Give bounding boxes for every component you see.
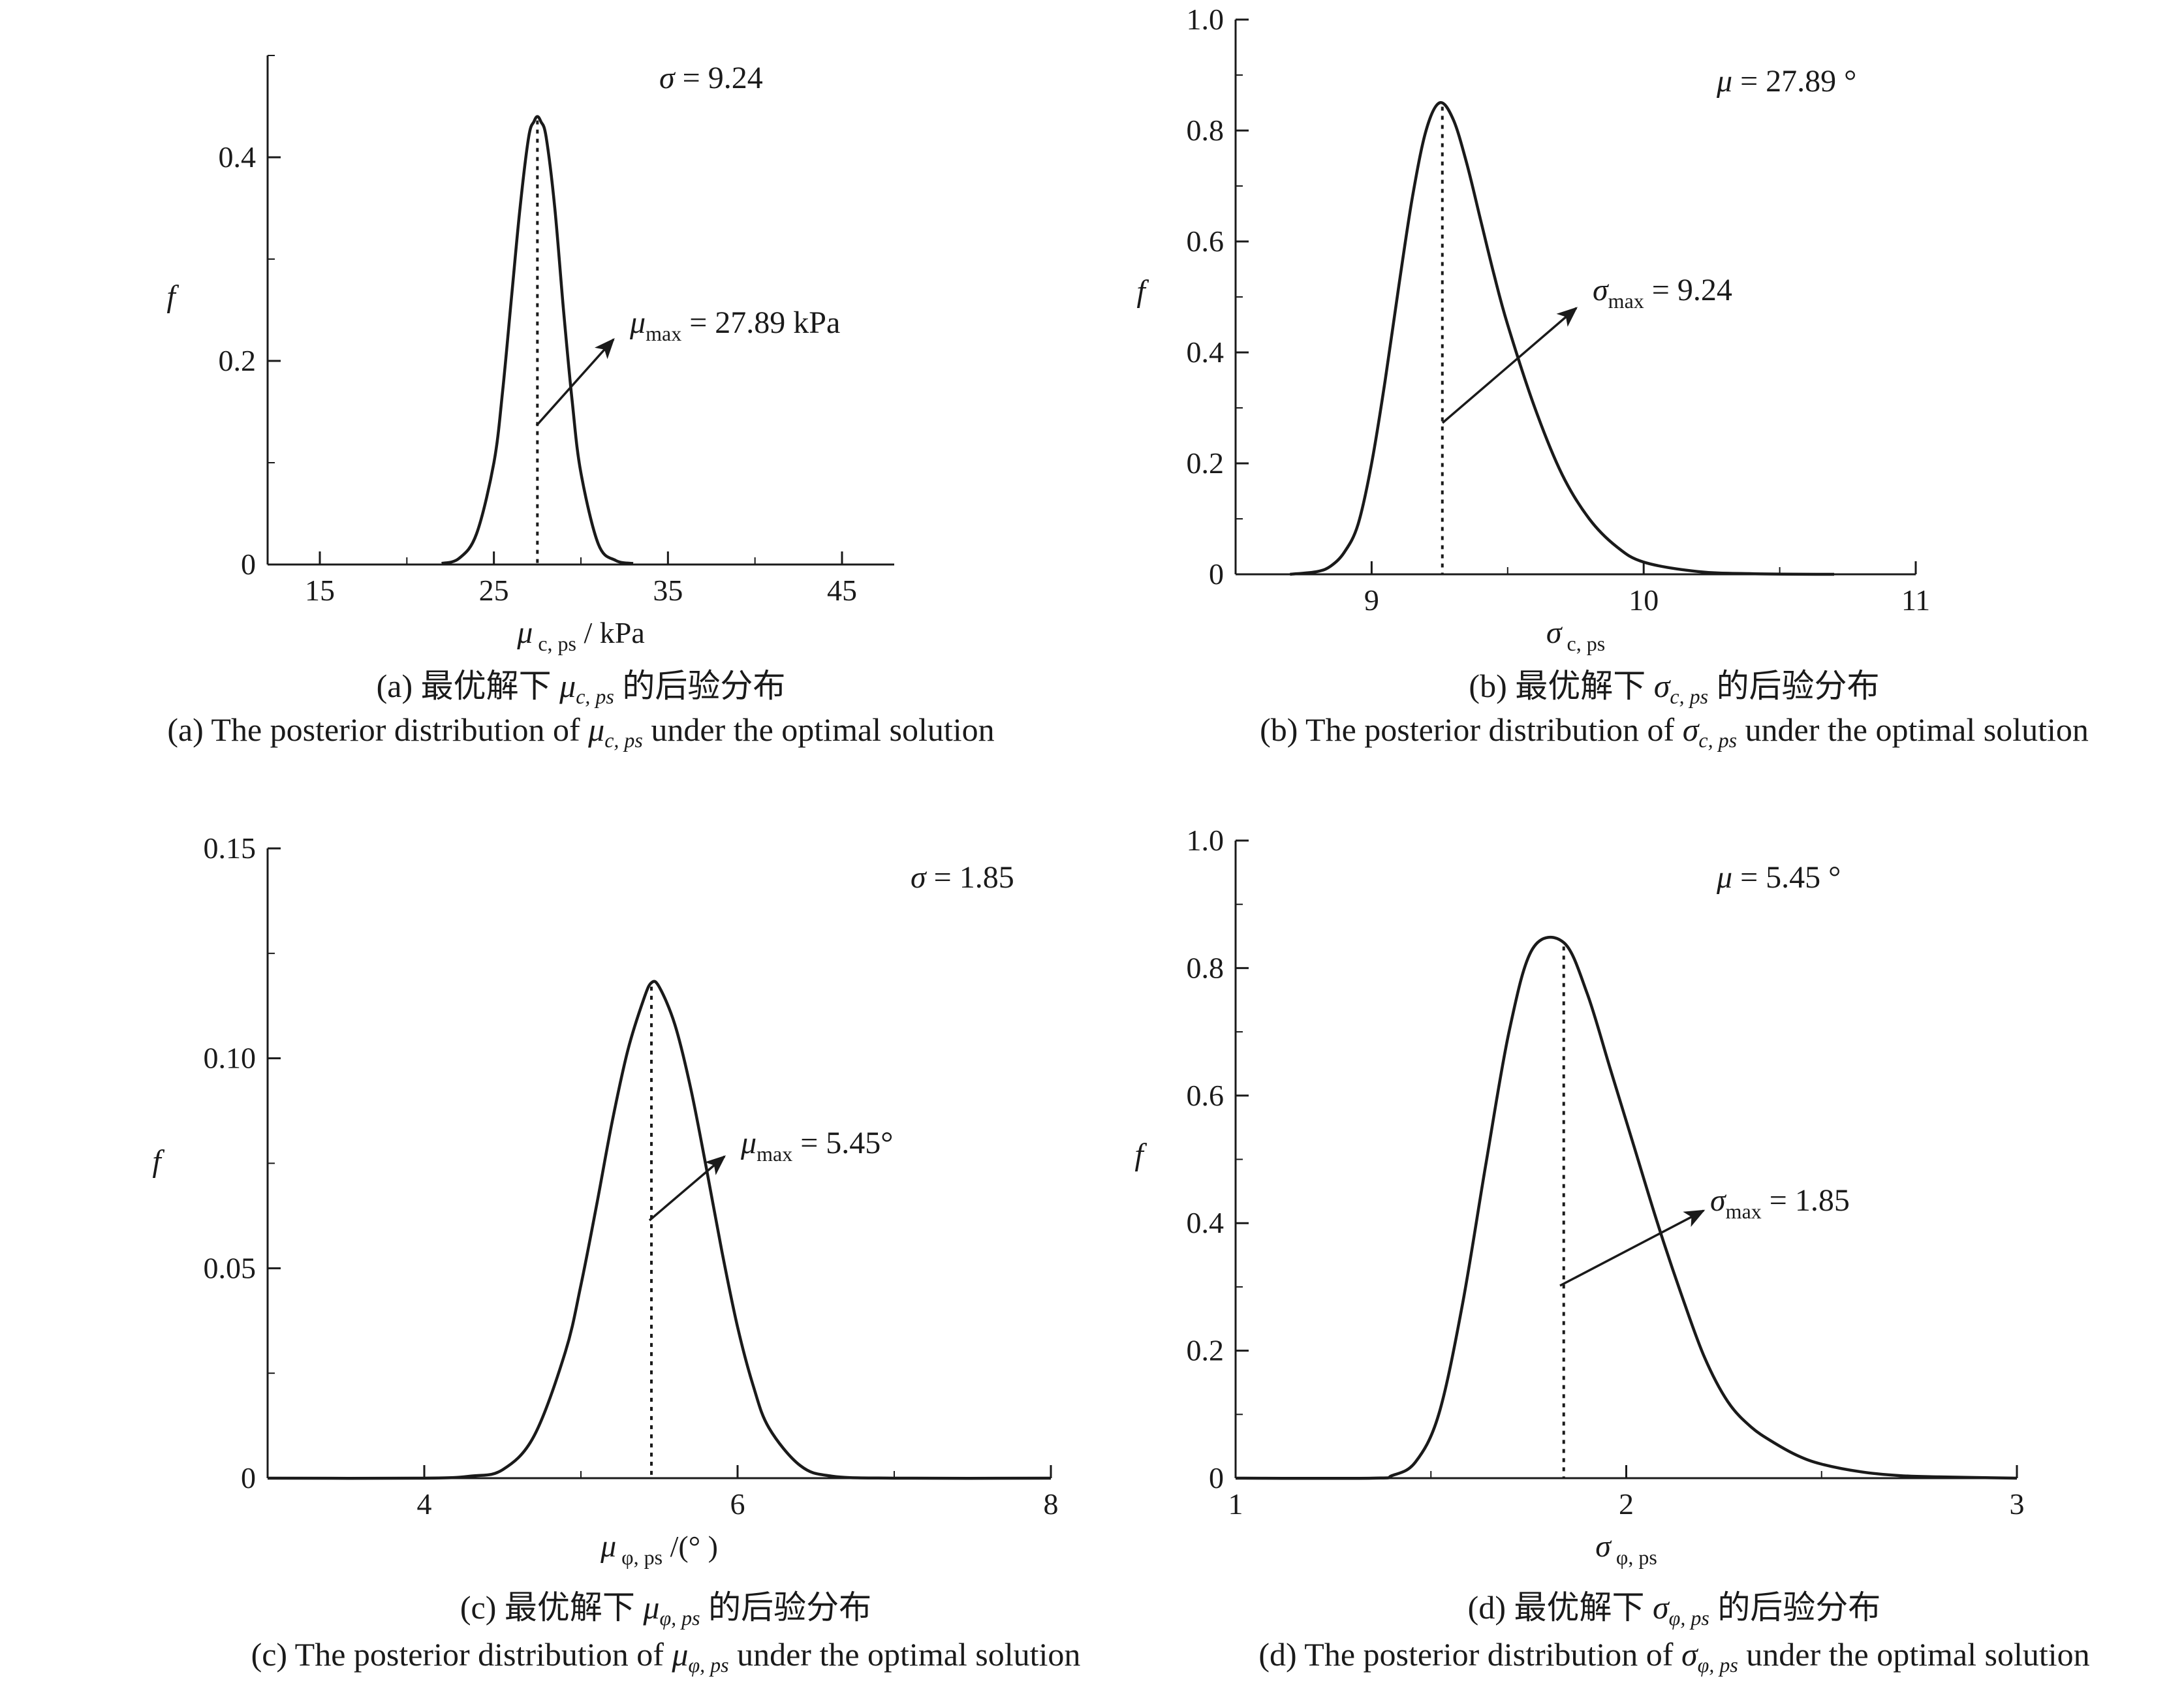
series-line <box>1235 935 2018 1480</box>
series-line <box>267 980 1052 1480</box>
series-line <box>441 115 634 565</box>
y-axis-label: f <box>1136 274 1149 309</box>
y-tick-label: 1.0 <box>1187 3 1225 36</box>
x-axis-label: μ φ, ps /(° ) <box>600 1529 718 1569</box>
x-axis-label: σ c, ps <box>1546 615 1605 655</box>
caption-en: (c) The posterior distribution of μφ, ps… <box>251 1636 1081 1677</box>
annotation-arrow <box>648 1155 726 1222</box>
y-tick-label: 0 <box>241 548 256 581</box>
y-tick-label: 0 <box>241 1461 256 1494</box>
caption-zh: (a) 最优解下 μc, ps 的后验分布 <box>377 668 786 708</box>
y-tick-label: 0.10 <box>204 1042 257 1075</box>
annotation-arrow <box>1559 1209 1706 1287</box>
y-tick-label: 0.8 <box>1187 951 1225 984</box>
caption-en: (d) The posterior distribution of σφ, ps… <box>1258 1636 2089 1677</box>
y-axis-label: f <box>152 1144 164 1179</box>
y-tick-label: 0.2 <box>1187 446 1225 480</box>
x-tick-label: 25 <box>479 574 509 607</box>
x-tick-label: 6 <box>730 1487 745 1521</box>
panel-c: 0 0.05 0.10 0.15 4 6 8 f μ φ, ps /(° ) σ = 1.85 μm… <box>152 831 1080 1677</box>
x-tick-label: 45 <box>827 574 857 607</box>
caption-zh: (c) 最优解下 μφ, ps 的后验分布 <box>460 1589 871 1630</box>
y-tick-label: 1.0 <box>1187 824 1225 857</box>
annotation-arrow <box>1441 307 1578 424</box>
y-tick-label: 0.6 <box>1187 224 1225 258</box>
y-tick-label: 0.2 <box>1187 1334 1225 1367</box>
panel-b: 0 0.2 0.4 0.6 0.8 1.0 9 10 11 f σ c, ps μ = 27.89 °… <box>1136 3 2089 752</box>
annotation-top: σ = 1.85 <box>911 860 1014 895</box>
annotation-peak: μmax = 5.45° <box>740 1126 893 1166</box>
annotation-arrow <box>535 338 615 427</box>
y-tick-label: 0.4 <box>1187 335 1225 369</box>
caption-zh: (b) 最优解下 σc, ps 的后验分布 <box>1469 668 1879 708</box>
y-tick-label: 0.05 <box>204 1251 257 1284</box>
annotation-top: σ = 9.24 <box>659 61 763 95</box>
x-tick-label: 9 <box>1364 583 1379 617</box>
caption-en: (b) The posterior distribution of σc, ps… <box>1260 711 2089 752</box>
annotation-top: μ = 5.45 ° <box>1716 860 1841 895</box>
series-line <box>1290 101 1835 576</box>
x-axis-label: σ φ, ps <box>1595 1529 1657 1569</box>
y-axis-label: f <box>1134 1138 1147 1172</box>
x-tick-label: 10 <box>1629 583 1659 617</box>
y-tick-label: 0.4 <box>1187 1206 1225 1239</box>
y-tick-label: 0.4 <box>219 140 257 174</box>
y-tick-label: 0 <box>1209 557 1224 591</box>
panel-d: 0 0.2 0.4 0.6 0.8 1.0 1 2 3 f σ φ, ps μ = 5.45 ° σma… <box>1134 824 2089 1677</box>
x-tick-label: 4 <box>417 1487 432 1521</box>
annotation-peak: σmax = 9.24 <box>1593 273 1732 313</box>
annotation-peak: μmax = 27.89 kPa <box>629 305 840 345</box>
caption-zh: (d) 最优解下 σφ, ps 的后验分布 <box>1468 1589 1881 1630</box>
y-tick-label: 0.2 <box>219 344 257 377</box>
annotation-top: μ = 27.89 ° <box>1716 64 1856 99</box>
y-tick-label: 0.15 <box>204 831 257 865</box>
x-tick-label: 1 <box>1228 1487 1243 1521</box>
y-axis-label: f <box>166 279 179 314</box>
x-axis-label: μ c, ps / kPa <box>516 615 645 655</box>
x-tick-label: 3 <box>2010 1487 2025 1521</box>
x-tick-label: 35 <box>653 574 683 607</box>
caption-en: (a) The posterior distribution of μc, ps… <box>167 711 994 752</box>
x-tick-label: 2 <box>1619 1487 1634 1521</box>
x-tick-label: 8 <box>1044 1487 1059 1521</box>
x-tick-label: 15 <box>305 574 335 607</box>
x-tick-label: 11 <box>1901 583 1930 617</box>
panel-a: 0 0.2 0.4 15 25 35 45 f μ c, ps / kPa σ = 9.24 μma… <box>166 55 995 752</box>
y-tick-label: 0 <box>1209 1461 1224 1494</box>
annotation-peak: σmax = 1.85 <box>1710 1183 1850 1223</box>
y-tick-label: 0.6 <box>1187 1079 1225 1112</box>
y-tick-label: 0.8 <box>1187 114 1225 147</box>
